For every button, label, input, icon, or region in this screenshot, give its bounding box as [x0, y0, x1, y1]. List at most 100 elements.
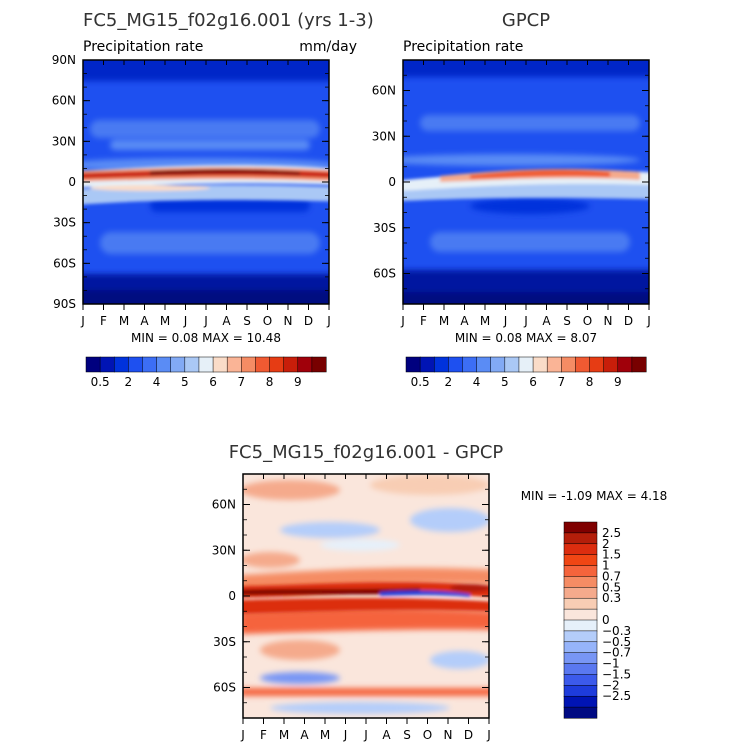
panel-obs-colorbar-swatch — [419, 356, 435, 373]
panel-obs-ytick-label: 60N — [372, 84, 396, 98]
panel-diff-colorbar-label: −2 — [602, 678, 620, 692]
panel-model-xtick-label: A — [140, 314, 149, 328]
panel-obs-xtick-label: N — [604, 314, 613, 328]
panel-obs-colorbar-label: 9 — [614, 375, 622, 389]
panel-obs-xtick-label: O — [583, 314, 592, 328]
panel-model-ytick-label: 90S — [53, 297, 76, 311]
panel-obs-xtick-label: M — [439, 314, 449, 328]
panel-diff-colorbar-swatch — [563, 652, 598, 665]
panel-diff-colorbar-swatch — [563, 695, 598, 708]
panel-model-ytick-label: 30S — [53, 216, 76, 230]
panel-diff-ytick-label: 60N — [212, 498, 236, 512]
panel-diff-xtick-label: S — [403, 728, 411, 742]
panel-obs-bands — [403, 60, 649, 304]
panel-diff-ytick-label: 60S — [213, 681, 236, 695]
panel-diff-colorbar-label: 2.5 — [602, 526, 621, 540]
panel-obs-colorbar-swatch — [546, 356, 562, 373]
panel-diff-xtick-label: A — [382, 728, 391, 742]
panel-model-colorbar-swatch — [226, 356, 242, 373]
panel-obs-colorbar-label: 5 — [501, 375, 509, 389]
panel-diff-colorbar-label: 1.5 — [602, 548, 621, 562]
panel-model-xtick-label: M — [160, 314, 170, 328]
panel-model-xtick-label: N — [284, 314, 293, 328]
panel-diff-colorbar-label: −1.5 — [602, 667, 631, 681]
panel-model-xtick-label: S — [243, 314, 251, 328]
panel-obs-colorbar-label: 8 — [586, 375, 594, 389]
panel-diff-colorbar-swatch — [563, 565, 598, 577]
panel-diff-colorbar-swatch — [563, 685, 598, 697]
panel-diff-title: FC5_MG15_f02g16.001 - GPCP — [229, 442, 504, 463]
panel-model-colorbar-swatch — [198, 356, 214, 373]
panel-model-xtick-label: M — [119, 314, 129, 328]
panel-model-colorbar-swatch — [170, 356, 186, 373]
panel-diff-colorbar-swatch — [563, 663, 598, 675]
panel-model-colorbar-swatch — [297, 356, 313, 373]
panel-obs-xtick-label: D — [624, 314, 633, 328]
panel-model-colorbar-label: 0.5 — [91, 375, 110, 389]
panel-diff-colorbar-label: 0 — [602, 613, 610, 627]
panel-diff-xtick-label: M — [279, 728, 289, 742]
panel-obs-colorbar-swatch — [518, 356, 534, 373]
panel-diff-colorbar-label: −2.5 — [602, 689, 631, 703]
panel-diff-colorbar-swatch — [563, 630, 598, 643]
panel-model-colorbar-label: 6 — [209, 375, 217, 389]
panel-model-xtick-label: J — [203, 314, 208, 328]
panel-diff-colorbar-swatch — [563, 532, 598, 545]
panel-model-xtick-label: J — [80, 314, 85, 328]
panel-obs-ytick-label: 30N — [372, 129, 396, 143]
panel-obs-xtick-label: J — [400, 314, 405, 328]
panel-model-ytick-label: 0 — [68, 175, 76, 189]
panel-diff-colorbar-label: 0.7 — [602, 569, 621, 583]
panel-obs-colorbar-swatch — [631, 356, 647, 373]
panel-obs-colorbar-swatch — [462, 356, 478, 373]
panel-model-colorbar-swatch — [85, 356, 101, 373]
panel-diff-colorbar-swatch — [563, 608, 598, 621]
panel-model-subtitle-left: Precipitation rate — [83, 39, 203, 55]
panel-obs-stats: MIN = 0.08 MAX = 8.07 — [455, 331, 597, 345]
panel-obs-xtick-label: F — [420, 314, 427, 328]
panel-model-colorbar-label: 7 — [237, 375, 245, 389]
panel-model-stats: MIN = 0.08 MAX = 10.48 — [131, 331, 281, 345]
panel-model-colorbar-label: 2 — [125, 375, 133, 389]
panel-diff-colorbar-swatch — [563, 587, 598, 599]
panel-model: FC5_MG15_f02g16.001 (yrs 1-3) Precipitat… — [52, 10, 374, 389]
panel-diff-xtick-label: J — [343, 728, 348, 742]
panel-diff-colorbar-swatch — [563, 576, 598, 588]
panel-obs-colorbar-label: 0.5 — [411, 375, 430, 389]
panel-obs-colorbar-swatch — [433, 356, 449, 373]
panel-diff-xtick-label: J — [486, 728, 491, 742]
panel-model-colorbar-swatch — [283, 356, 299, 373]
panel-diff-colorbar-swatch — [563, 597, 598, 610]
panel-diff-xtick-label: N — [444, 728, 453, 742]
panel-diff-colorbar-swatch — [563, 521, 598, 534]
panel-obs-colorbar-label: 6 — [529, 375, 537, 389]
panel-diff-ytick-label: 30N — [212, 543, 236, 557]
panel-obs-colorbar-label: 4 — [473, 375, 481, 389]
panel-obs-xtick-label: M — [480, 314, 490, 328]
panel-obs-colorbar-swatch — [490, 356, 506, 373]
panel-diff-yticks: 60N 30N 0 30S 60S — [212, 473, 489, 719]
panel-obs-xtick-label: S — [563, 314, 571, 328]
panel-obs-colorbar-swatch — [476, 356, 492, 373]
panel-obs-ytick-label: 60S — [373, 267, 396, 281]
panel-obs-xtick-label: J — [646, 314, 651, 328]
panel-diff-field — [243, 474, 489, 718]
panel-obs-colorbar-label: 7 — [557, 375, 565, 389]
panel-obs-xtick-label: J — [503, 314, 508, 328]
panel-obs-colorbar-swatch — [561, 356, 576, 373]
panel-diff-colorbar-label: 0.5 — [602, 580, 621, 594]
panel-diff-xtick-label: J — [240, 728, 245, 742]
panel-diff-colorbar-label: 1 — [602, 559, 610, 573]
panel-model-ytick-label: 30N — [52, 134, 76, 148]
panel-obs-colorbar-label: 2 — [445, 375, 453, 389]
panel-model-ytick-label: 60N — [52, 94, 76, 108]
panel-obs-colorbar-swatch — [504, 356, 520, 373]
panel-obs-yticks: 60N 30N 0 30S 60S — [372, 59, 649, 305]
panel-model-ytick-label: 90N — [52, 53, 76, 67]
panel-model-field — [83, 60, 329, 304]
panel-obs-ytick-label: 30S — [373, 221, 396, 235]
panel-diff-ytick-label: 30S — [213, 635, 236, 649]
